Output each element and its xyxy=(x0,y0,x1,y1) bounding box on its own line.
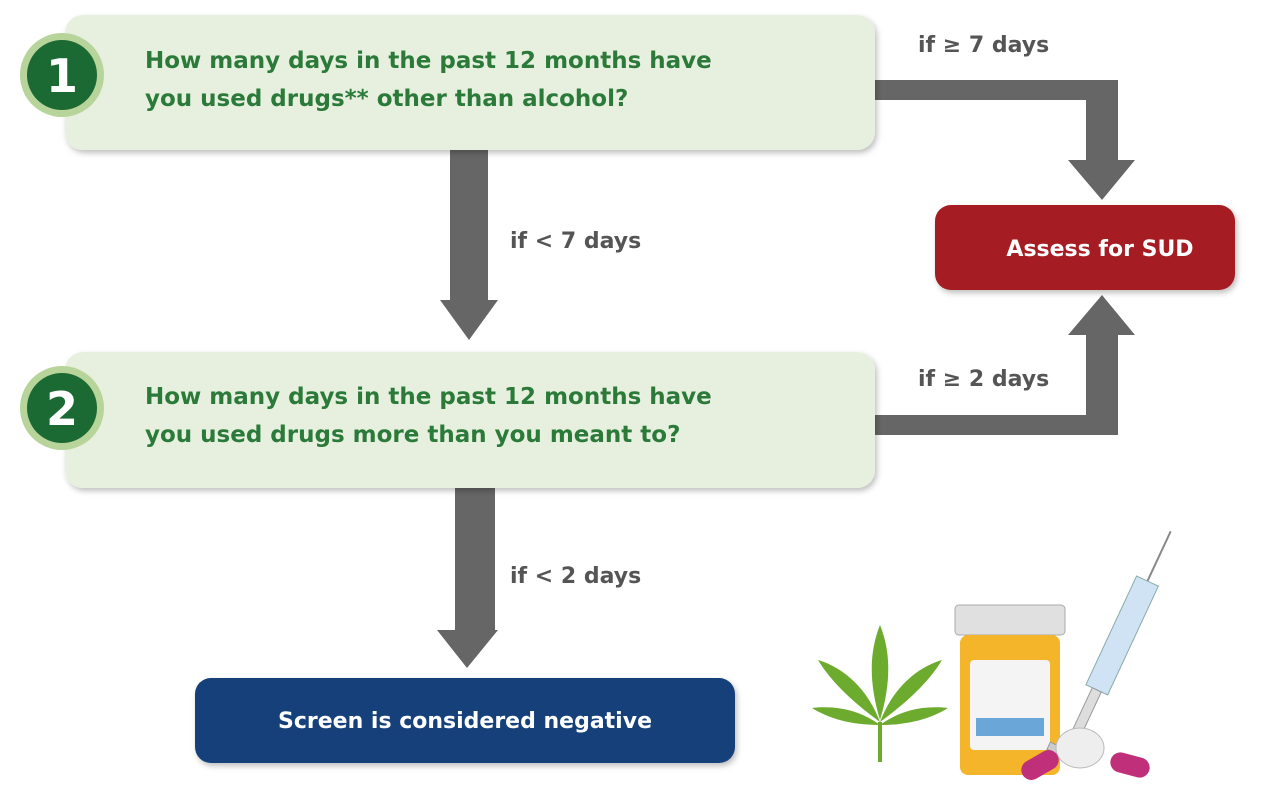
arrow-right-2 xyxy=(875,295,1135,435)
question: How many days in the past 12 months have xyxy=(145,384,712,410)
cannabis-leaf xyxy=(812,625,948,762)
capsule xyxy=(1108,750,1152,780)
arrow-right-1 xyxy=(875,80,1135,200)
outcome: Assess for SUD xyxy=(1006,237,1193,262)
bottle-stripe xyxy=(976,718,1044,736)
question: you used drugs more than you meant to? xyxy=(145,422,680,448)
question: How many days in the past 12 months have xyxy=(145,48,712,74)
arrow-down-1 xyxy=(440,150,498,340)
outcome: Screen is considered negative xyxy=(278,709,652,734)
condition: if < 2 days xyxy=(510,564,641,589)
bottle-label xyxy=(970,660,1050,750)
condition: if ≥ 7 days xyxy=(918,33,1049,58)
flowchart: 1 How many days in the past 12 months ha… xyxy=(0,0,1262,786)
bottle-cap xyxy=(955,605,1065,635)
condition: if < 7 days xyxy=(510,229,641,254)
syringe xyxy=(1047,523,1189,766)
step-number: 1 xyxy=(46,49,78,103)
arrow-down-2 xyxy=(437,488,498,668)
step-number: 2 xyxy=(46,382,78,436)
drug-illustration xyxy=(812,523,1189,784)
question: you used drugs** other than alcohol? xyxy=(145,86,628,112)
step-box xyxy=(65,15,875,150)
step-box xyxy=(65,352,875,488)
pill xyxy=(1056,728,1104,768)
condition: if ≥ 2 days xyxy=(918,367,1049,392)
